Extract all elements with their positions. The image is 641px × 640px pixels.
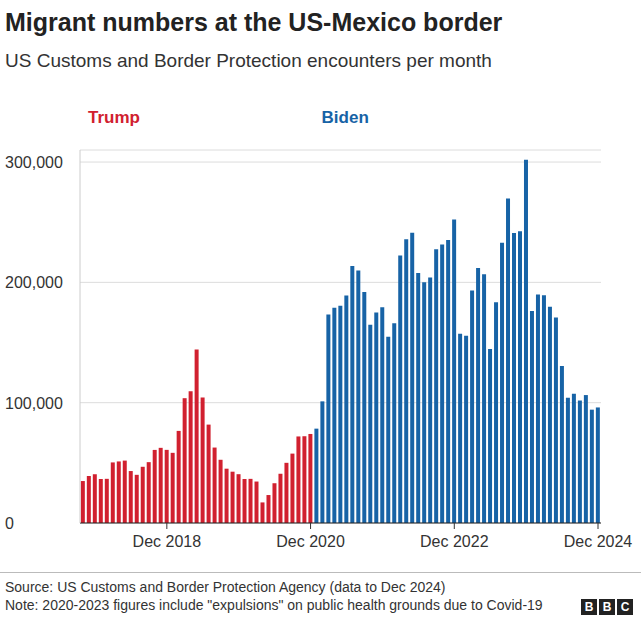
html-text:C: C: [620, 600, 630, 614]
html-text:B: B: [584, 600, 594, 614]
html-text:US Customs and Border Protecti: US Customs and Border Protection encount…: [5, 50, 492, 71]
html-text:Trump: Trump: [88, 108, 140, 127]
html-text:B: B: [602, 600, 612, 614]
svg-text:Dec 2022: Dec 2022: [420, 533, 489, 550]
svg-text:200,000: 200,000: [8, 274, 63, 291]
svg-text:300,000: 300,000: [8, 154, 63, 171]
html-text:Note: 2020-2023 figures includ: Note: 2020-2023 figures include "expulsi…: [5, 597, 543, 613]
svg-text:0: 0: [8, 515, 14, 532]
svg-text:Dec 2020: Dec 2020: [276, 533, 345, 550]
svg-text:Dec 2018: Dec 2018: [133, 533, 202, 550]
html-text:Source: US Customs and Border: Source: US Customs and Border Protection…: [5, 579, 446, 595]
html-text:Migrant numbers at the US-Mexi: Migrant numbers at the US-Mexico border: [5, 8, 503, 36]
svg-text:100,000: 100,000: [8, 395, 63, 412]
html-text:Biden: Biden: [321, 108, 369, 127]
svg-text:Dec 2024: Dec 2024: [564, 533, 633, 550]
